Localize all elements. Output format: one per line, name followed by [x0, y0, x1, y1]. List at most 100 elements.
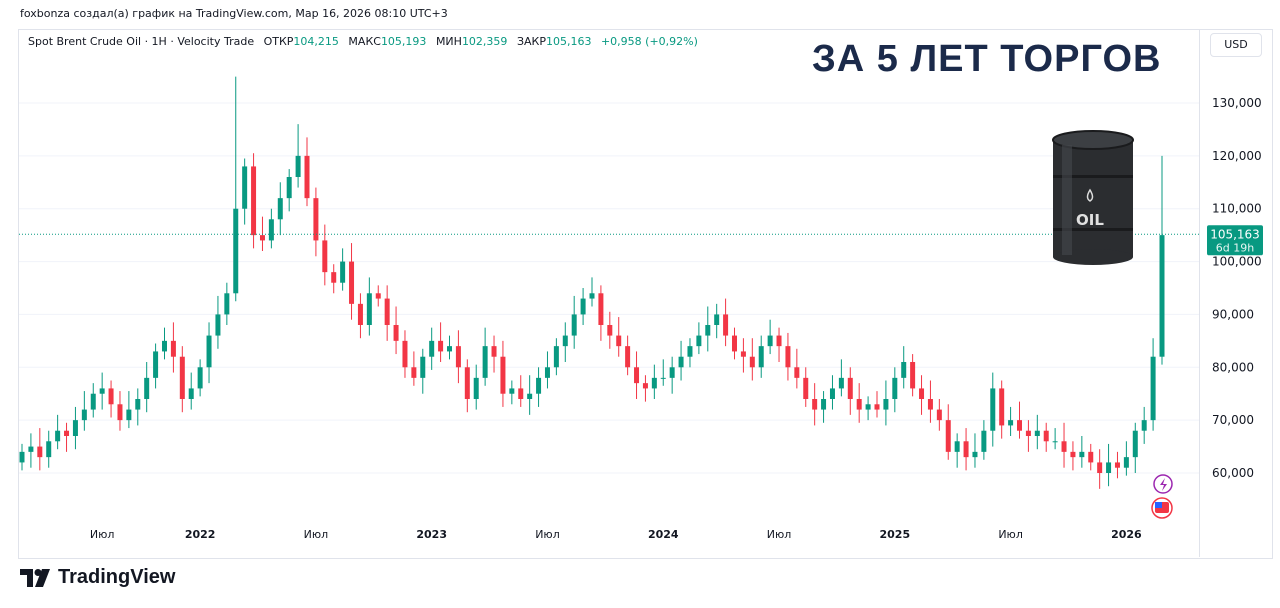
candle-body[interactable]	[447, 346, 452, 352]
candle-body[interactable]	[527, 393, 533, 399]
candle-body[interactable]	[251, 166, 257, 236]
candle-body[interactable]	[990, 388, 996, 431]
candle-body[interactable]	[678, 356, 684, 368]
symbol-name[interactable]: Spot Brent Crude Oil · 1H · Velocity Tra…	[28, 35, 255, 48]
candle-body[interactable]	[90, 393, 96, 410]
candle-body[interactable]	[135, 399, 141, 410]
candle-body[interactable]	[749, 356, 755, 368]
candle-body[interactable]	[37, 446, 43, 458]
candle-body[interactable]	[616, 335, 622, 347]
candle-body[interactable]	[500, 356, 506, 394]
candle-body[interactable]	[438, 340, 444, 352]
candle-body[interactable]	[705, 325, 711, 336]
candle-body[interactable]	[482, 346, 488, 378]
candle-body[interactable]	[81, 409, 87, 421]
candle-body[interactable]	[589, 293, 595, 299]
candle-body[interactable]	[1017, 420, 1022, 431]
candle-body[interactable]	[1025, 430, 1031, 436]
candle-body[interactable]	[919, 388, 925, 399]
candle-body[interactable]	[170, 340, 176, 357]
candle-body[interactable]	[1106, 462, 1112, 473]
candle-body[interactable]	[1061, 441, 1067, 452]
candle-body[interactable]	[46, 441, 52, 458]
candle-body[interactable]	[464, 367, 470, 399]
candle-body[interactable]	[1052, 441, 1058, 443]
candle-body[interactable]	[651, 377, 657, 389]
candle-body[interactable]	[536, 377, 542, 394]
candle-body[interactable]	[153, 351, 159, 378]
candle-body[interactable]	[696, 335, 702, 347]
candle-body[interactable]	[322, 240, 328, 273]
candle-body[interactable]	[776, 335, 782, 347]
candle-body[interactable]	[366, 293, 372, 325]
candle-body[interactable]	[927, 399, 933, 410]
candle-body[interactable]	[1141, 420, 1147, 431]
candle-body[interactable]	[634, 367, 640, 384]
candle-body[interactable]	[509, 388, 515, 394]
candle-body[interactable]	[402, 340, 408, 368]
candle-body[interactable]	[99, 388, 105, 394]
candle-body[interactable]	[829, 388, 835, 399]
candle-body[interactable]	[607, 325, 613, 336]
candle-body[interactable]	[19, 451, 25, 463]
candle-body[interactable]	[1097, 462, 1103, 473]
candle-body[interactable]	[553, 346, 559, 368]
candle-body[interactable]	[1123, 457, 1129, 468]
candle-body[interactable]	[972, 451, 978, 458]
candle-body[interactable]	[197, 367, 203, 389]
candle-body[interactable]	[455, 346, 461, 368]
candle-body[interactable]	[687, 346, 693, 357]
candle-body[interactable]	[117, 404, 123, 421]
candle-body[interactable]	[1114, 462, 1120, 468]
candle-body[interactable]	[999, 388, 1005, 426]
candle-body[interactable]	[357, 303, 363, 325]
candle-body[interactable]	[331, 272, 337, 283]
candle-body[interactable]	[714, 314, 720, 325]
candle-body[interactable]	[1159, 235, 1165, 357]
candle-body[interactable]	[108, 388, 114, 405]
candle-body[interactable]	[1088, 451, 1094, 463]
candle-body[interactable]	[812, 399, 818, 410]
candle-body[interactable]	[723, 314, 729, 336]
candle-body[interactable]	[268, 219, 274, 241]
candle-body[interactable]	[981, 430, 987, 452]
candle-body[interactable]	[242, 166, 248, 209]
candle-body[interactable]	[304, 155, 310, 199]
candle-body[interactable]	[936, 409, 942, 421]
candle-body[interactable]	[188, 388, 194, 399]
candle-body[interactable]	[224, 293, 230, 315]
candle-body[interactable]	[963, 441, 969, 458]
candle-body[interactable]	[1034, 430, 1040, 436]
candle-body[interactable]	[233, 208, 239, 294]
candle-body[interactable]	[55, 430, 61, 442]
candle-body[interactable]	[598, 293, 604, 325]
candle-body[interactable]	[571, 314, 577, 336]
candle-body[interactable]	[313, 198, 319, 241]
candle-body[interactable]	[856, 399, 862, 410]
candle-body[interactable]	[340, 261, 346, 283]
candle-body[interactable]	[732, 335, 737, 352]
candle-body[interactable]	[286, 177, 292, 199]
candle-body[interactable]	[420, 356, 426, 378]
candle-body[interactable]	[767, 335, 773, 347]
candle-body[interactable]	[393, 325, 399, 341]
candle-body[interactable]	[945, 420, 951, 452]
candle-body[interactable]	[892, 377, 898, 399]
candle-body[interactable]	[660, 377, 666, 379]
candle-body[interactable]	[162, 340, 167, 352]
candle-body[interactable]	[901, 362, 907, 378]
candle-body[interactable]	[838, 377, 844, 389]
candle-body[interactable]	[562, 335, 568, 347]
candle-body[interactable]	[259, 235, 265, 241]
candle-body[interactable]	[803, 377, 809, 399]
candle-body[interactable]	[794, 367, 800, 378]
currency-button[interactable]: USD	[1210, 33, 1262, 57]
candle-body[interactable]	[785, 346, 791, 368]
candle-body[interactable]	[1070, 451, 1076, 458]
candle-body[interactable]	[491, 346, 497, 357]
candle-body[interactable]	[580, 298, 586, 315]
candle-body[interactable]	[72, 420, 78, 436]
candle-body[interactable]	[1132, 430, 1138, 458]
candle-body[interactable]	[429, 340, 435, 357]
